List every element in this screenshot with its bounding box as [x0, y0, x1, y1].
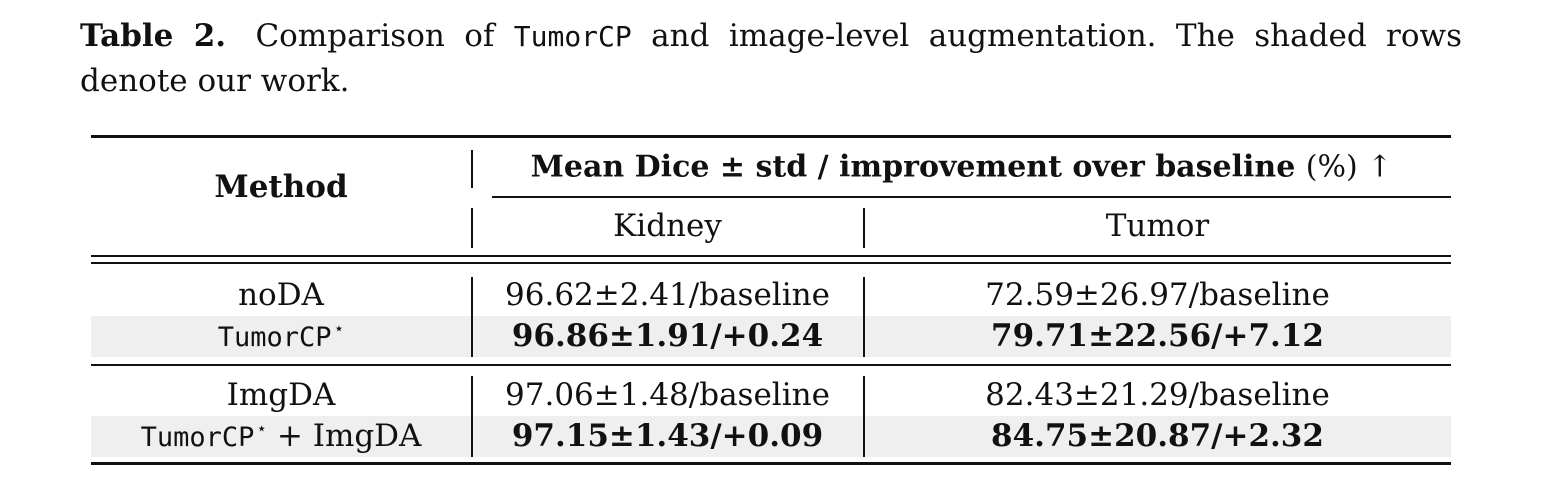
top-rule	[91, 135, 1451, 138]
group-separator-rule	[91, 364, 1451, 366]
method-suffix: + ImgDA	[267, 418, 422, 454]
caption-label: Table 2.	[80, 18, 227, 54]
column-divider	[471, 150, 473, 188]
method-name-mono: TumorCP	[140, 422, 255, 453]
header-double-rule-bottom	[91, 262, 1451, 264]
method-star-marker: ⋆	[256, 419, 268, 439]
tumor-value-cell: 79.71±22.56/+7.12	[991, 318, 1324, 354]
column-divider	[471, 208, 473, 248]
metric-header-unit: (%) ↑	[1305, 149, 1393, 185]
table-caption: Table 2. Comparison of TumorCP and image…	[80, 14, 1462, 104]
method-header: Method	[214, 169, 348, 205]
caption-text-after: and image-level augmentation. The shaded…	[80, 18, 1462, 99]
tumor-value-cell: 72.59±26.97/baseline	[985, 277, 1330, 313]
kidney-value-cell: 96.86±1.91/+0.24	[511, 318, 824, 354]
bottom-rule	[91, 462, 1451, 465]
kidney-value-cell: 97.06±1.48/baseline	[505, 377, 830, 413]
method-cell: noDA	[238, 277, 324, 313]
column-header-kidney: Kidney	[613, 208, 722, 244]
method-name-mono: TumorCP	[217, 322, 332, 353]
kidney-value-cell: 97.15±1.43/+0.09	[511, 418, 824, 454]
method-cell: TumorCP ⋆ + ImgDA	[91, 418, 471, 454]
metric-header-text: Mean Dice ± std / improvement over basel…	[530, 149, 1296, 185]
tumor-value-cell: 84.75±20.87/+2.32	[991, 418, 1324, 454]
column-divider	[863, 376, 865, 457]
kidney-value-cell: 96.62±2.41/baseline	[505, 277, 830, 313]
method-star-marker: ⋆	[333, 319, 345, 339]
header-cmidrule	[492, 196, 1451, 198]
method-cell: ImgDA	[226, 377, 336, 413]
shaded-row-background	[91, 316, 1451, 357]
method-cell: TumorCP ⋆	[91, 318, 471, 354]
caption-method-name: TumorCP	[513, 20, 632, 53]
metric-header: Mean Dice ± std / improvement over basel…	[472, 150, 1451, 185]
tumor-value-cell: 82.43±21.29/baseline	[985, 377, 1330, 413]
shaded-row-background	[91, 416, 1451, 457]
column-divider	[863, 208, 865, 248]
column-divider	[471, 376, 473, 457]
caption-text-before: Comparison of	[255, 18, 495, 54]
column-divider	[863, 277, 865, 357]
header-double-rule-top	[91, 255, 1451, 257]
column-divider	[471, 277, 473, 357]
column-header-tumor: Tumor	[1105, 208, 1210, 244]
